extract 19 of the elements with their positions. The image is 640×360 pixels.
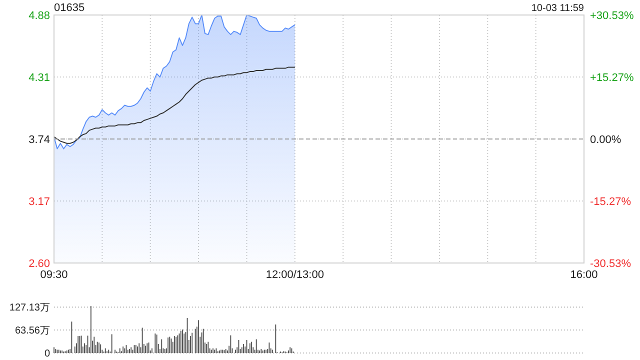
y-tick-label: 3.74: [28, 134, 50, 146]
y2-tick-label: +30.53%: [590, 10, 634, 22]
y-tick-label: 4.88: [28, 10, 50, 22]
x-tick-label: 09:30: [40, 269, 68, 281]
line-series: [54, 66, 296, 144]
x-tick-label: 12:00/13:00: [266, 269, 324, 281]
y-tick-label: 0: [44, 348, 50, 360]
y-tick-label: 2.60: [28, 258, 50, 270]
y2-tick-label: -30.53%: [590, 258, 632, 270]
chart-title: 01635: [54, 2, 85, 14]
y-tick-label: 4.31: [28, 72, 50, 84]
y2-tick-label: 0.00%: [590, 134, 622, 146]
y-tick-label: 63.56万: [14, 326, 50, 337]
y-tick-label: 127.13万: [9, 302, 50, 314]
chart-subtitle: 10-03 11:59: [531, 3, 584, 14]
x-tick-label: 16:00: [570, 269, 598, 281]
y2-tick-label: -15.27%: [590, 196, 632, 208]
y2-tick-label: +15.27%: [590, 72, 634, 84]
y-tick-label: 3.17: [28, 196, 50, 208]
